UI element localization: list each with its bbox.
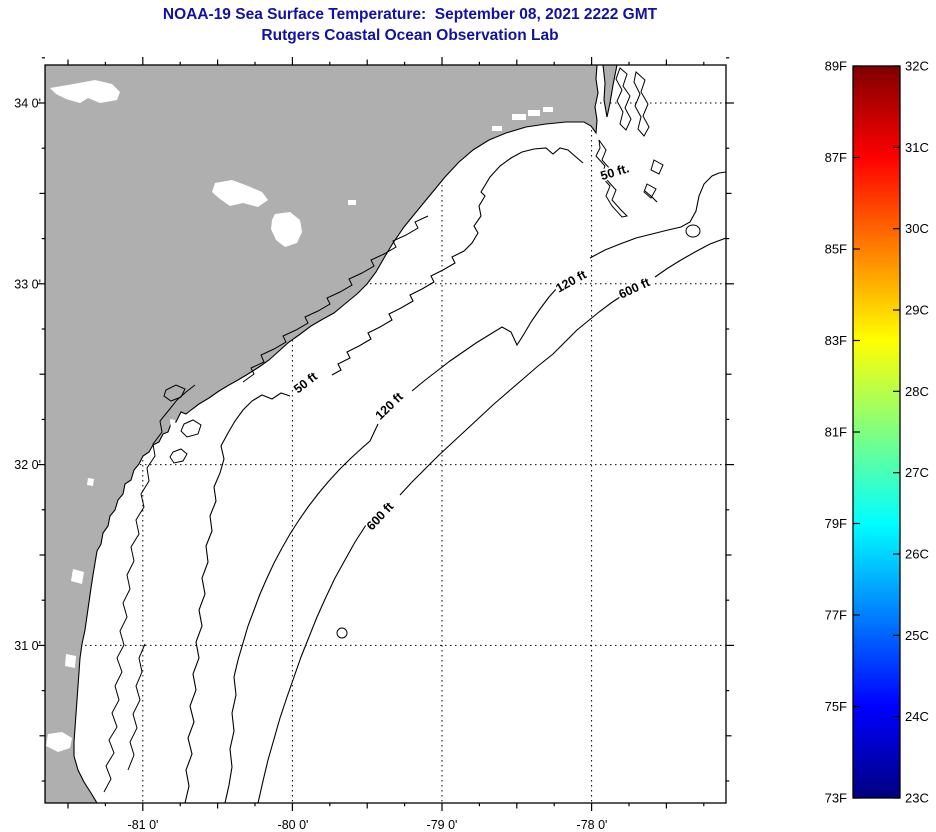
- x-tick-label-81: -81 0': [128, 818, 159, 832]
- axis-ticks: [37, 57, 734, 811]
- colorbar-label-87F: 87F: [825, 150, 847, 165]
- colorbar-label-83F: 83F: [825, 333, 847, 348]
- y-tick-label-31: 31 0': [14, 639, 41, 653]
- colorbar-fahrenheit-labels: 89F 87F 85F 83F 81F 79F 77F 75F 73F: [825, 59, 847, 806]
- colorbar-gradient: [853, 66, 900, 798]
- colorbar-celsius-labels: 32C 31C 30C 29C 28C 27C 26C 25C 24C 23C: [905, 59, 929, 806]
- colorbar-label-25C: 25C: [905, 628, 929, 643]
- y-tick-label-34: 34 0': [14, 97, 41, 111]
- y-axis-labels: 34 0' 33 0' 32 0' 31 0': [14, 97, 41, 654]
- x-tick-label-80: -80 0': [278, 818, 309, 832]
- colorbar-label-79F: 79F: [825, 516, 847, 531]
- x-tick-label-78: -78 0': [577, 818, 608, 832]
- barrier-islands: [595, 67, 664, 218]
- isolated-contour-ring: [336, 627, 348, 639]
- cape-fear-east-bank: [602, 65, 618, 118]
- colorbar-label-28C: 28C: [905, 384, 929, 399]
- colorbar-label-85F: 85F: [825, 242, 847, 257]
- colorbar-label-26C: 26C: [905, 547, 929, 562]
- contour-600ft: [257, 237, 726, 803]
- colorbar-ticks: [853, 65, 900, 799]
- colorbar-label-75F: 75F: [825, 699, 847, 714]
- figure-title: NOAA-19 Sea Surface Temperature: Septemb…: [70, 4, 750, 46]
- colorbar-label-27C: 27C: [905, 465, 929, 480]
- colorbar-label-31C: 31C: [905, 140, 929, 155]
- colorbar-label-23C: 23C: [905, 791, 929, 806]
- coastal-inlets: [103, 215, 429, 793]
- y-tick-label-32: 32 0': [14, 458, 41, 472]
- x-axis-labels: -81 0' -80 0' -79 0' -78 0': [128, 818, 608, 832]
- contour-120ft: [224, 171, 726, 803]
- inland-lakes: [46, 80, 553, 752]
- colorbar-label-89F: 89F: [825, 59, 847, 74]
- colorbar-label-77F: 77F: [825, 608, 847, 623]
- colorbar-label-24C: 24C: [905, 709, 929, 724]
- colorbar: 89F 87F 85F 83F 81F 79F 77F 75F 73F 32C 31C 30C 29C…: [825, 59, 929, 806]
- title-line-1: NOAA-19 Sea Surface Temperature: Septemb…: [162, 6, 658, 23]
- colorbar-label-32C: 32C: [905, 59, 929, 74]
- contour-50ft: [184, 147, 658, 803]
- colorbar-label-29C: 29C: [905, 303, 929, 318]
- title-line-2: Rutgers Coastal Ocean Observation Lab: [261, 27, 559, 44]
- colorbar-label-81F: 81F: [825, 425, 847, 440]
- plot-border: [44, 64, 727, 804]
- x-tick-label-79: -79 0': [427, 818, 458, 832]
- y-tick-label-33: 33 0': [14, 278, 41, 292]
- mainland-landmass: [45, 65, 599, 803]
- colorbar-label-73F: 73F: [825, 791, 847, 806]
- colorbar-label-30C: 30C: [905, 221, 929, 236]
